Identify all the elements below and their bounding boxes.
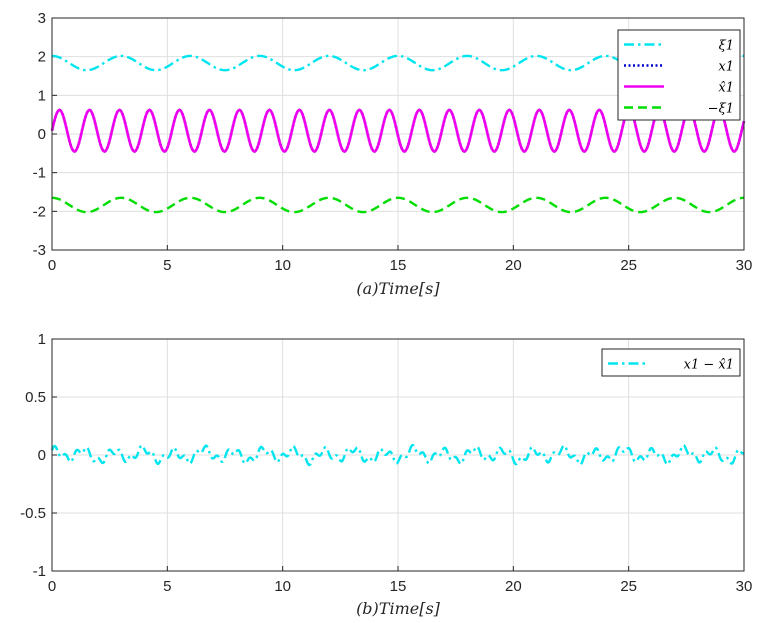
x-tick-label: 20 xyxy=(505,578,522,595)
y-tick-label: -1 xyxy=(33,563,46,580)
x-tick-label: 20 xyxy=(505,257,522,274)
y-tick-label: -3 xyxy=(33,242,46,259)
chart-panel-a: 0 5 10 15 20 25 30 -3 -2 -1 0 1 2 3 (a)Time[s] ξ1 x1 x̂… xyxy=(33,10,753,298)
x-tick-label: 0 xyxy=(48,257,56,274)
y-tick-label: -0.5 xyxy=(20,505,46,522)
y-tick-label: -2 xyxy=(33,203,46,220)
legend-b: x1 − x̂1 xyxy=(601,348,741,377)
x-tick-label: 5 xyxy=(163,578,171,595)
series-line xyxy=(51,54,745,72)
x-tick-label: 10 xyxy=(274,257,291,274)
legend-box xyxy=(601,348,741,377)
chart-panel-b: 0 5 10 15 20 25 30 -1 -0.5 0 0.5 1 (b)Time[s] x1 − … xyxy=(20,331,752,618)
y-tick-label: 1 xyxy=(38,87,46,104)
x-tick-label: 5 xyxy=(163,257,171,274)
x-axis-label-a: (a)Time[s] xyxy=(356,279,440,298)
legend-label: x1 − x̂1 xyxy=(684,358,734,373)
x-tick-label: 25 xyxy=(620,578,637,595)
tick-labels-b: 0 5 10 15 20 25 30 -1 -0.5 0 0.5 1 xyxy=(20,331,752,595)
legend-label: −ξ1 xyxy=(708,102,734,117)
y-tick-label: 0.5 xyxy=(25,389,46,406)
x-tick-label: 25 xyxy=(620,257,637,274)
tick-labels-a: 0 5 10 15 20 25 30 -3 -2 -1 0 1 2 3 xyxy=(33,10,753,274)
legend-label: ξ1 xyxy=(719,39,734,54)
y-tick-label: 0 xyxy=(38,126,46,143)
legend-label: x1 xyxy=(718,60,734,75)
axes-box-a xyxy=(51,17,745,251)
legend-a: ξ1 x1 x̂1 −ξ1 xyxy=(617,29,741,121)
series-line xyxy=(50,443,745,467)
x-tick-label: 15 xyxy=(390,578,407,595)
x-tick-label: 15 xyxy=(390,257,407,274)
y-tick-label: 1 xyxy=(38,331,46,348)
y-tick-label: 3 xyxy=(38,10,46,27)
series-line xyxy=(51,196,745,214)
y-tick-label: -1 xyxy=(33,165,46,182)
series-group-b xyxy=(50,443,745,467)
y-tick-label: 0 xyxy=(38,447,46,464)
x-axis-label-b: (b)Time[s] xyxy=(356,599,441,618)
x-tick-label: 30 xyxy=(736,578,753,595)
x-tick-label: 0 xyxy=(48,578,56,595)
y-tick-label: 2 xyxy=(38,49,46,66)
x-tick-label: 30 xyxy=(736,257,753,274)
legend-label: x̂1 xyxy=(718,81,734,96)
axes-box-b xyxy=(51,338,745,572)
x-tick-label: 10 xyxy=(274,578,291,595)
